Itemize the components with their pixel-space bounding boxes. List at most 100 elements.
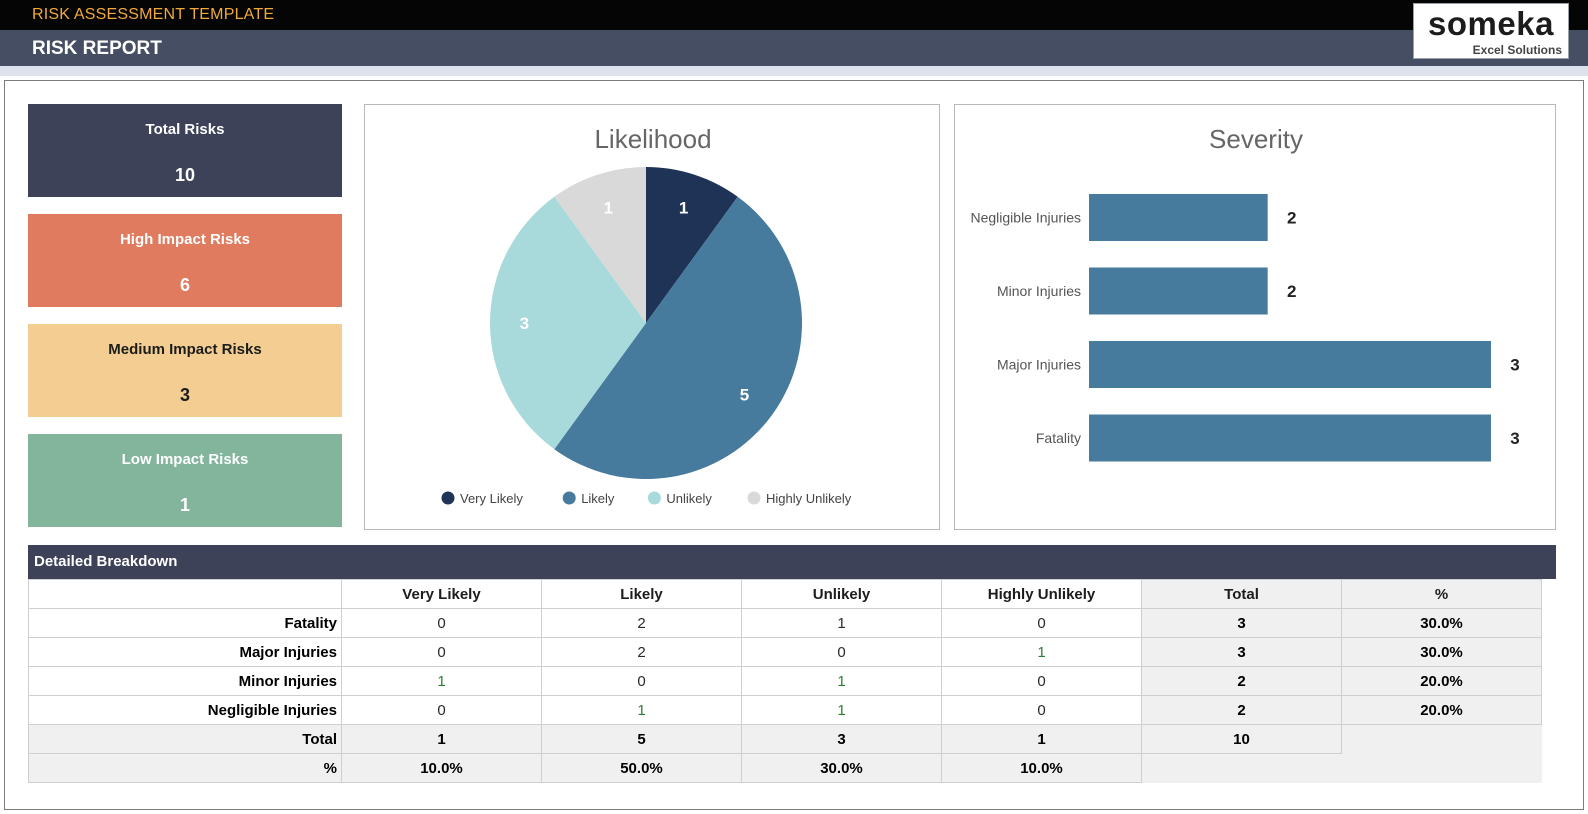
col-header: Very Likely xyxy=(341,579,542,609)
medium-impact-card: Medium Impact Risks 3 xyxy=(28,324,342,417)
legend-item-likely[interactable]: Likely xyxy=(562,491,615,506)
likelihood-pie-chart: Likelihood 1 5 3 1 Very Likely Likely Unlikely H… xyxy=(441,124,852,506)
pie-data-label: 1 xyxy=(604,198,613,217)
total-cell: 1 xyxy=(941,724,1142,754)
pie-data-label: 3 xyxy=(520,314,529,333)
pie-slice-very-likely[interactable] xyxy=(646,167,738,323)
severity-chart-panel: Severity Negligible Injuries 2 Minor Injuri… xyxy=(954,104,1556,530)
bar-category-label: Major Injuries xyxy=(997,357,1081,373)
row-label: Minor Injuries xyxy=(28,666,342,696)
grand-total-cell: 10 xyxy=(1141,724,1342,754)
col-header-pct: % xyxy=(1341,579,1542,609)
legend-swatch xyxy=(441,491,455,505)
legend-label: Unlikely xyxy=(666,491,712,506)
total-risks-label: Total Risks xyxy=(145,121,225,138)
logo-brand: someka xyxy=(1428,5,1554,42)
breakdown-header: Detailed Breakdown xyxy=(28,545,1556,579)
pie-slice-likely[interactable] xyxy=(554,196,802,480)
total-risks-value: 10 xyxy=(174,165,196,185)
table-cell: 1 xyxy=(741,695,942,725)
pct-cell: 30.0% xyxy=(741,753,942,783)
high-impact-value: 6 xyxy=(179,275,190,295)
table-cell: 2 xyxy=(541,637,742,667)
someka-logo[interactable]: someka Excel Solutions xyxy=(1413,3,1569,59)
breakdown-table: Very Likely Likely Unlikely Highly Unlik… xyxy=(28,579,1542,783)
pct-cell: 50.0% xyxy=(541,753,742,783)
bar-data-label: 2 xyxy=(1287,209,1296,228)
high-impact-label: High Impact Risks xyxy=(119,231,251,248)
row-pct: 20.0% xyxy=(1341,695,1542,725)
bar-category-label: Fatality xyxy=(1036,430,1081,446)
empty-cell xyxy=(1341,724,1542,754)
table-cell: 0 xyxy=(941,695,1142,725)
bar-data-label: 2 xyxy=(1287,282,1296,301)
table-row: Negligible Injuries 0 1 1 0 2 20.0% xyxy=(28,695,1542,725)
legend-label: Very Likely xyxy=(460,491,523,506)
low-impact-value: 1 xyxy=(179,495,190,515)
low-impact-card: Low Impact Risks 1 xyxy=(28,434,342,527)
legend-swatch xyxy=(562,491,576,505)
logo-subtitle: Excel Solutions xyxy=(1472,43,1562,57)
bar-minor-injuries[interactable] xyxy=(1089,267,1268,315)
report-title: RISK REPORT xyxy=(32,38,162,59)
col-header: Highly Unlikely xyxy=(941,579,1142,609)
table-cell: 0 xyxy=(941,608,1142,638)
row-pct: 30.0% xyxy=(1341,637,1542,667)
bar-fatality[interactable] xyxy=(1089,414,1491,462)
table-cell: 0 xyxy=(341,637,542,667)
total-row: Total 1 5 3 1 10 xyxy=(28,724,1542,754)
bar-data-label: 3 xyxy=(1510,429,1519,448)
table-cell: 2 xyxy=(541,608,742,638)
table-cell: 1 xyxy=(941,637,1142,667)
bar-category-label: Negligible Injuries xyxy=(970,210,1081,226)
col-header: Likely xyxy=(541,579,742,609)
bar-title: Severity xyxy=(1209,124,1303,154)
low-impact-label: Low Impact Risks xyxy=(121,451,249,468)
pie-title: Likelihood xyxy=(594,124,711,154)
row-pct: 30.0% xyxy=(1341,608,1542,638)
total-risks-card: Total Risks 10 xyxy=(28,104,342,197)
total-row-label: Total xyxy=(28,724,342,754)
total-cell: 1 xyxy=(341,724,542,754)
pie-slice-highly-unlikely[interactable] xyxy=(554,167,646,323)
row-total: 3 xyxy=(1141,637,1342,667)
col-header-total: Total xyxy=(1141,579,1342,609)
legend-item-unlikely[interactable]: Unlikely xyxy=(647,491,713,506)
table-row: Minor Injuries 1 0 1 0 2 20.0% xyxy=(28,666,1542,696)
total-cell: 5 xyxy=(541,724,742,754)
pie-data-label: 1 xyxy=(679,198,688,217)
legend-item-highly-unlikely[interactable]: Highly Unlikely xyxy=(747,491,852,506)
table-cell: 0 xyxy=(941,666,1142,696)
pie-data-label: 5 xyxy=(740,386,749,405)
bar-data-label: 3 xyxy=(1510,356,1519,375)
row-total: 2 xyxy=(1141,695,1342,725)
table-cell: 1 xyxy=(741,608,942,638)
row-label: Major Injuries xyxy=(28,637,342,667)
table-cell: 0 xyxy=(741,637,942,667)
severity-bar-chart: Severity Negligible Injuries 2 Minor Injuri… xyxy=(970,124,1520,462)
legend-swatch xyxy=(647,491,661,505)
legend-label: Likely xyxy=(581,491,615,506)
medium-impact-value: 3 xyxy=(179,385,190,405)
row-total: 3 xyxy=(1141,608,1342,638)
pct-row: % 10.0% 50.0% 30.0% 10.0% xyxy=(28,753,1542,783)
col-header: Unlikely xyxy=(741,579,942,609)
table-cell: 1 xyxy=(341,666,542,696)
bar-negligible-injuries[interactable] xyxy=(1089,194,1268,241)
report-bar: RISK REPORT xyxy=(0,30,1588,66)
table-row: Fatality 0 2 1 0 3 30.0% xyxy=(28,608,1542,638)
bar-major-injuries[interactable] xyxy=(1089,341,1491,388)
pie-slice-unlikely[interactable] xyxy=(490,196,646,450)
pct-cell: 10.0% xyxy=(941,753,1142,783)
total-cell: 3 xyxy=(741,724,942,754)
legend-label: Highly Unlikely xyxy=(766,491,852,506)
title-bar: RISK ASSESSMENT TEMPLATE xyxy=(0,0,1588,30)
row-pct: 20.0% xyxy=(1341,666,1542,696)
empty-cell xyxy=(1141,753,1342,783)
template-title: RISK ASSESSMENT TEMPLATE xyxy=(32,6,275,23)
table-cell: 1 xyxy=(541,695,742,725)
pct-row-label: % xyxy=(28,753,342,783)
likelihood-chart-panel: Likelihood 1 5 3 1 Very Likely Likely Unlikely H… xyxy=(364,104,940,530)
legend-item-very-likely[interactable]: Very Likely xyxy=(441,491,524,506)
table-cell: 1 xyxy=(741,666,942,696)
